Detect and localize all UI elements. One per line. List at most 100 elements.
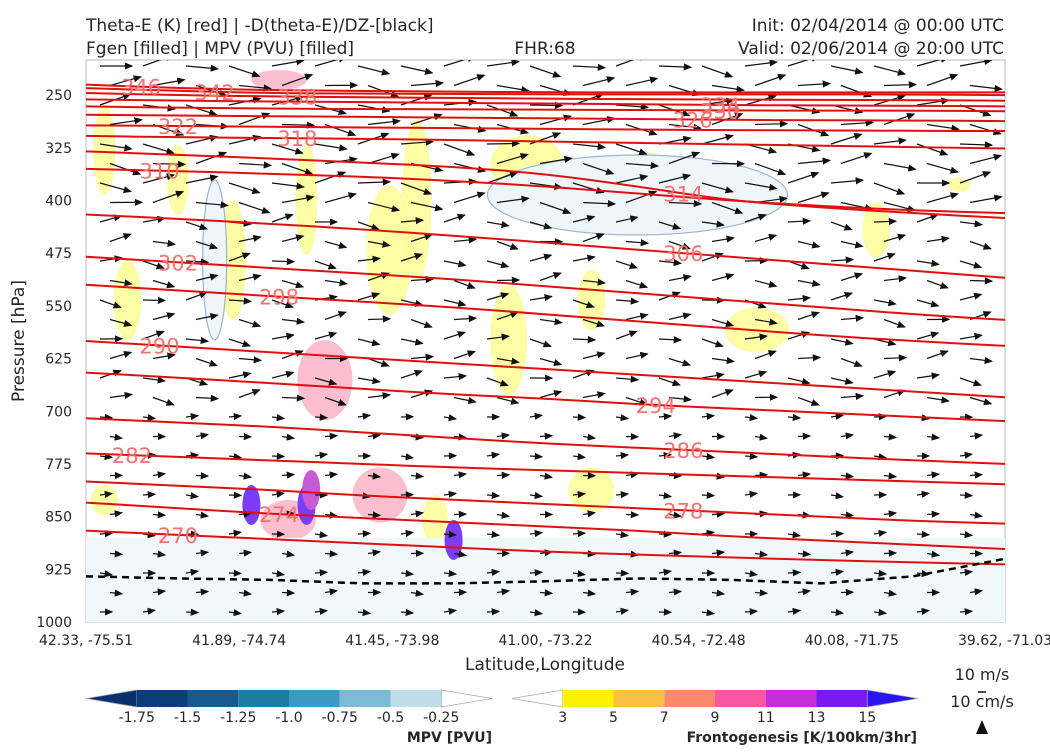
wind-vector — [325, 436, 337, 437]
contour-label: 326 — [672, 108, 712, 132]
x-tick-label: 41.45, -73.98 — [345, 633, 439, 649]
wind-vector — [282, 125, 314, 126]
colorbar-tick-label: -1.25 — [220, 710, 256, 726]
fgen-fill — [91, 485, 119, 515]
wind-vector — [540, 436, 552, 437]
colorbar-tick-label: 13 — [808, 710, 826, 726]
wind-ref-label-2: 10 cm/s — [950, 692, 1014, 711]
colorbar-segment — [137, 690, 188, 707]
title-left-1: Theta-E (K) [red] | -D(theta-E)/DZ-[blac… — [85, 16, 434, 36]
fgen-fill — [302, 470, 320, 510]
wind-vector — [530, 105, 562, 106]
y-tick-label: 850 — [45, 510, 72, 526]
contour-label: 286 — [663, 439, 703, 463]
contour-label: 306 — [663, 242, 703, 266]
title-left-2: Fgen [filled] | MPV (PVU) [filled] — [86, 39, 354, 59]
colorbar-tick-label: 15 — [858, 710, 876, 726]
wind-vector — [530, 572, 542, 573]
wind-vector — [960, 495, 972, 496]
contour-label: 274 — [259, 503, 299, 527]
wind-vector — [272, 456, 284, 457]
contour-label: 282 — [112, 444, 152, 468]
colorbar-segment — [563, 690, 614, 707]
x-tick-label: 39.62, -71.03 — [958, 633, 1050, 649]
wind-vector — [755, 630, 767, 632]
mpv-colorbar: -1.75 -1.5 -1.25 -1.0 -0.75 -0.5 -0.25 — [86, 690, 492, 726]
wind-vector — [272, 261, 294, 262]
x-tick-label: 40.08, -71.75 — [805, 633, 899, 649]
colorbar-tick-label: -1.5 — [174, 710, 201, 726]
y-axis-label: Pressure [hPa] — [9, 280, 29, 402]
wind-vector — [325, 554, 337, 555]
colorbar-segment — [86, 690, 137, 707]
wind-vector — [755, 475, 767, 476]
wind-vector — [487, 143, 519, 144]
wind-vector — [927, 514, 939, 515]
wind-vector — [196, 476, 208, 477]
fgen-fill — [297, 340, 352, 420]
colorbar-segment — [289, 690, 340, 707]
x-tick-label: 41.00, -73.22 — [498, 633, 592, 649]
y-tick-label: 625 — [45, 352, 72, 368]
colorbar-tick-label: -0.75 — [322, 710, 358, 726]
contour-label: 290 — [139, 334, 179, 358]
wind-vector — [497, 475, 509, 476]
wind-vector — [186, 612, 198, 613]
wind-vector — [798, 436, 810, 437]
contour-label: 294 — [636, 394, 676, 418]
x-tick-label: 41.89, -74.74 — [192, 633, 286, 649]
wind-vector — [874, 221, 896, 222]
colorbar-segment — [664, 690, 715, 707]
colorbar-segment — [512, 690, 563, 707]
contour-label: 342 — [195, 81, 235, 105]
colorbar-segment — [766, 690, 817, 707]
wind-vector — [315, 572, 327, 573]
colorbar-tick-label: -0.25 — [423, 710, 459, 726]
wind-vector — [530, 456, 542, 457]
mpv-colorbar-title: MPV [PVU] — [407, 730, 492, 746]
colorbar-segment — [238, 690, 289, 707]
colorbar-segment — [188, 690, 239, 707]
wind-vector — [143, 300, 165, 301]
wind-vector — [884, 553, 896, 554]
wind-vector — [454, 630, 466, 632]
contour-label: 338 — [277, 86, 317, 110]
wind-vector — [702, 495, 714, 496]
wind-vector — [153, 515, 165, 516]
y-tick-label: 925 — [45, 562, 72, 578]
wind-vector — [659, 534, 671, 535]
fgen-colorbar-title: Frontogenesis [K/100km/3hr] — [687, 730, 917, 746]
y-tick-label: 775 — [45, 457, 72, 473]
colorbar-tick-label: -0.5 — [377, 710, 404, 726]
colorbar-tick-label: 5 — [609, 710, 618, 726]
title-right-1: Init: 02/04/2014 @ 00:00 UTC — [752, 16, 1004, 36]
wind-vector — [282, 630, 294, 632]
colorbar-segment — [817, 690, 868, 707]
contour-label: 318 — [277, 127, 317, 151]
wind-vector — [110, 630, 122, 631]
wind-vector — [745, 456, 757, 457]
wind-vector — [540, 593, 552, 594]
colorbar-segment — [614, 690, 665, 707]
fgen-fill — [114, 260, 142, 340]
wind-vector — [315, 417, 327, 418]
wind-vector — [358, 533, 370, 534]
wind-vector — [745, 611, 757, 612]
contour-label: 310 — [139, 160, 179, 184]
wind-vector — [368, 319, 390, 320]
title-center: FHR:68 — [514, 39, 575, 59]
colorbar-tick-label: -1.75 — [119, 710, 155, 726]
y-tick-label: 250 — [45, 88, 72, 104]
colorbar-tick-label: -1.0 — [275, 710, 302, 726]
fgen-fill — [490, 285, 527, 395]
wind-vector — [100, 417, 112, 418]
wind-vector — [487, 611, 499, 612]
title-right-2: Valid: 02/06/2014 @ 20:00 UTC — [738, 39, 1004, 59]
wind-vector — [755, 124, 787, 125]
fgen-fill — [578, 270, 606, 330]
y-tick-label: 475 — [45, 246, 72, 262]
contour-label: 346 — [121, 76, 161, 100]
wind-ref-label-1: 10 m/s — [955, 665, 1010, 684]
